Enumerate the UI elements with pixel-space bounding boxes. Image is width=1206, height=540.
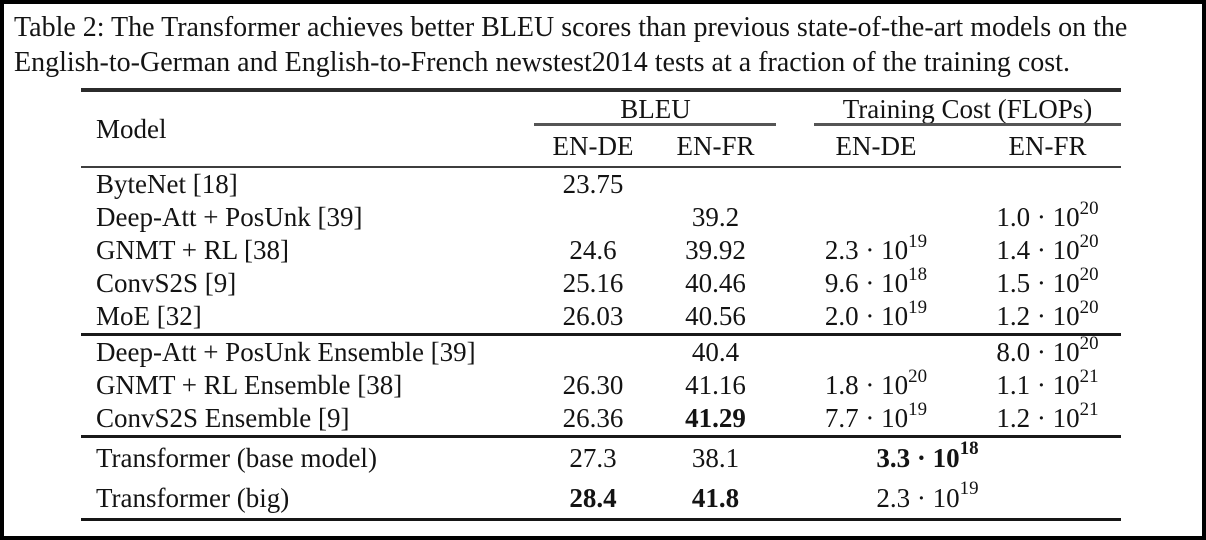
cell-cost-en-de: 2.0 · 1019: [824, 296, 928, 331]
subcolumn-header-row: EN-DE EN-FR EN-DE EN-FR: [81, 126, 1121, 168]
cell-cost-en-de: 1.8 · 1020: [824, 365, 928, 400]
cell-bleu-en-fr: 41.29: [685, 403, 746, 433]
cell-cost-en-de: [778, 167, 938, 201]
cell-bleu-en-de: 23.75: [562, 169, 624, 199]
table-row: GNMT + RL [38] 24.6 39.92 2.3 · 1019 1.4 · 1…: [81, 230, 1121, 267]
cell-bleu-en-fr: 38.1: [653, 435, 778, 478]
table-row: Deep-Att + PosUnk Ensemble [39] 40.4 8.0 ·…: [81, 333, 1121, 369]
cell-model: GNMT + RL [38]: [96, 235, 289, 265]
cell-cost-en-de: [778, 201, 938, 234]
cell-model: Deep-Att + PosUnk [39]: [96, 202, 363, 232]
group-header-bleu: BLEU: [533, 90, 778, 126]
table-group-2: Deep-Att + PosUnk Ensemble [39] 40.4 8.0 ·…: [81, 333, 1121, 437]
cell-bleu-en-fr: 41.16: [685, 370, 746, 400]
cell-bleu-en-fr: 40.46: [685, 268, 746, 298]
subcolumn-header-cost-en-de: EN-DE: [778, 126, 938, 168]
cell-cost-en-fr: 1.4 · 1020: [996, 230, 1099, 265]
cell-model: ConvS2S Ensemble [9]: [96, 403, 350, 433]
cell-model: MoE [32]: [96, 301, 202, 331]
table-row: Transformer (big) 28.4 41.8 2.3 · 1019: [81, 478, 1121, 520]
cell-cost-en-fr: [938, 167, 1121, 201]
table-group-3: Transformer (base model) 27.3 38.1 3.3 · 10…: [81, 435, 1121, 520]
cell-bleu-en-de: 27.3: [533, 435, 653, 478]
table-row: ConvS2S [9] 25.16 40.46 9.6 · 1018 1.5 · 102…: [81, 263, 1121, 300]
cell-bleu-en-fr: 39.92: [685, 235, 746, 265]
cell-model: Transformer (big): [96, 482, 290, 513]
table-row: Deep-Att + PosUnk [39] 39.2 1.0 · 1020: [81, 197, 1121, 234]
cell-cost-en-fr: 1.5 · 1020: [996, 263, 1099, 298]
cell-model: ConvS2S [9]: [96, 268, 237, 298]
column-header-model: Model: [81, 90, 533, 168]
cell-cost-en-de: 2.3 · 1019: [824, 230, 928, 265]
cell-cost-en-fr: 1.1 · 1021: [996, 365, 1099, 400]
cell-cost-en-de: [778, 333, 938, 369]
table-row: MoE [32] 26.03 40.56 2.0 · 1019 1.2 · 1020: [81, 296, 1121, 335]
cell-cost-en-fr: 1.0 · 1020: [996, 197, 1099, 232]
cell-bleu-en-de: 26.03: [562, 301, 624, 331]
table-header: Model BLEU Training Cost (FLOPs) EN-DE E…: [81, 90, 1121, 168]
cell-cost-span: 3.3 · 1018: [778, 435, 1121, 478]
cell-bleu-en-de: 24.6: [569, 235, 617, 265]
cell-model: GNMT + RL Ensemble [38]: [96, 370, 403, 400]
table-caption: Table 2: The Transformer achieves better…: [14, 12, 1128, 78]
cell-bleu-en-de: 25.16: [562, 268, 624, 298]
cell-cost-en-de: 9.6 · 1018: [824, 263, 928, 298]
cell-cost-en-fr: 8.0 · 1020: [938, 333, 1121, 369]
subcolumn-header-bleu-en-de: EN-DE: [533, 126, 653, 168]
cell-bleu-en-fr: 40.56: [685, 301, 746, 331]
cell-model: ByteNet [18]: [96, 169, 238, 199]
subcolumn-header-cost-en-fr: EN-FR: [938, 126, 1121, 168]
cell-bleu-en-de: [533, 201, 653, 234]
subcolumn-header-bleu-en-fr: EN-FR: [653, 126, 778, 168]
cell-cost-en-fr: 1.2 · 1020: [996, 296, 1099, 331]
cell-bleu-en-fr: 39.2: [691, 202, 740, 232]
table-row: Transformer (base model) 27.3 38.1 3.3 · 10…: [81, 435, 1121, 478]
cell-bleu-en-de: [533, 333, 653, 369]
cell-bleu-en-de: 26.36: [562, 403, 624, 433]
cell-cost-en-fr: 1.2 · 1021: [996, 398, 1099, 433]
cell-bleu-en-fr: [653, 167, 778, 201]
cell-bleu-en-fr: 40.4: [653, 333, 778, 369]
cell-bleu-en-de: 26.30: [562, 370, 624, 400]
cell-bleu-en-fr: 41.8: [691, 482, 740, 513]
group-header-row: Model BLEU Training Cost (FLOPs): [81, 90, 1121, 168]
table-group-1: ByteNet [18] 23.75 Deep-Att + PosUnk [39] 3…: [81, 167, 1121, 335]
table-row: ConvS2S Ensemble [9] 26.36 41.29 7.7 · 1019…: [81, 398, 1121, 437]
table-row: ByteNet [18] 23.75: [81, 167, 1121, 201]
table-row: GNMT + RL Ensemble [38] 26.30 41.16 1.8 · 1…: [81, 365, 1121, 402]
cell-bleu-en-de: 28.4: [569, 482, 617, 513]
group-header-training-cost: Training Cost (FLOPs): [778, 90, 1121, 126]
results-table: Model BLEU Training Cost (FLOPs) EN-DE E…: [81, 88, 1121, 521]
cell-cost-en-de: 7.7 · 1019: [824, 398, 928, 433]
cell-cost-span: 2.3 · 1019: [876, 478, 979, 513]
cell-model: Transformer (base model): [81, 435, 533, 478]
cell-model: Deep-Att + PosUnk Ensemble [39]: [81, 333, 533, 369]
